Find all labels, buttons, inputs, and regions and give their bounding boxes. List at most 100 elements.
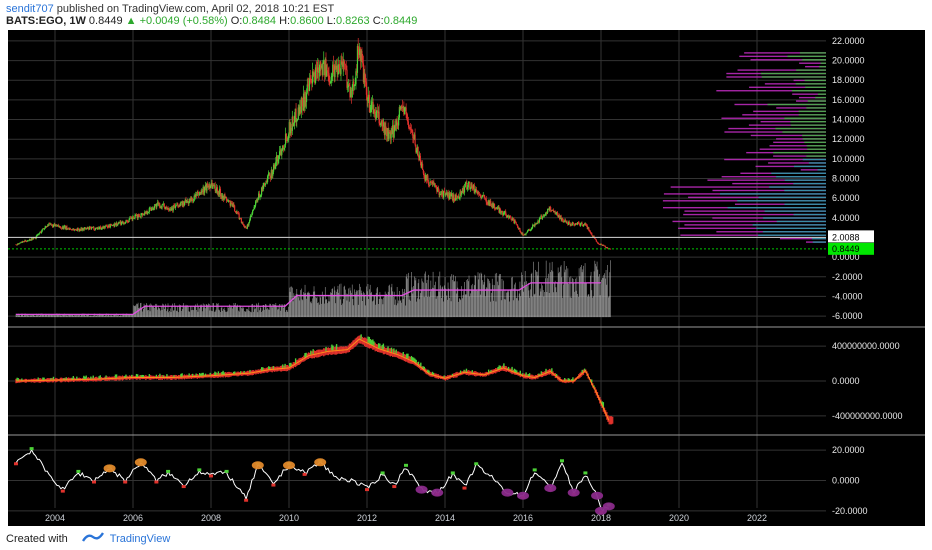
candle-body: [403, 107, 405, 115]
candle-body: [463, 187, 465, 193]
candle-body: [550, 206, 552, 211]
candle-body: [439, 194, 442, 195]
candle-body: [605, 247, 607, 248]
overbought-blob: [314, 458, 327, 467]
candle-body: [563, 221, 565, 223]
candle-body: [469, 181, 471, 189]
candle-body: [592, 235, 594, 237]
candle-body: [29, 239, 31, 241]
candle-body: [141, 213, 143, 214]
candle-body: [478, 194, 481, 195]
candle-body: [348, 84, 350, 86]
candle-body: [228, 200, 230, 202]
candle-body: [126, 221, 129, 223]
candle-body: [342, 61, 344, 67]
candle-body: [493, 203, 496, 209]
candle-body: [312, 71, 314, 76]
symbol-label: BATS:EGO, 1W: [6, 15, 86, 27]
candle-body: [421, 163, 424, 170]
candle-body: [305, 92, 308, 103]
candle-body: [17, 243, 19, 245]
candle-body: [436, 187, 439, 192]
candle-body: [497, 206, 499, 209]
candle-body: [59, 226, 61, 228]
volume-profile-bar: [760, 72, 826, 75]
candle-body: [186, 202, 188, 203]
candle-body: [450, 194, 452, 197]
candle-body: [419, 155, 421, 162]
candle-body: [606, 247, 608, 249]
price-axis-label: 20.0000: [832, 445, 865, 455]
candle-body: [118, 222, 120, 224]
candle-body: [557, 214, 559, 218]
candle-body: [192, 200, 195, 202]
volume-profile-bar: [742, 114, 826, 116]
volume-profile-bar: [764, 83, 826, 85]
candle-body: [434, 184, 436, 187]
last-price: 0.8449: [88, 15, 123, 27]
candle-body: [81, 227, 83, 231]
candle-body: [568, 221, 570, 224]
candle-body: [320, 65, 323, 68]
candle-body: [117, 224, 119, 226]
volume-profile-bar: [750, 134, 826, 137]
candle-body: [417, 146, 419, 156]
candle-body: [100, 228, 102, 230]
candle-body: [202, 186, 204, 192]
oscillator-peak-marker: [76, 469, 81, 473]
symbol-info-line: BATS:EGO, 1W 0.8449 ▲ +0.0049 (+0.58%) O…: [6, 15, 417, 27]
candle-body: [407, 119, 409, 122]
candle-body: [222, 196, 224, 199]
candle-body: [415, 144, 417, 153]
candle-body: [468, 181, 470, 183]
candle-body: [326, 70, 328, 76]
candle-body: [488, 200, 490, 206]
volume-profile-bar: [806, 155, 826, 157]
candle-body: [284, 144, 286, 148]
candle-body: [463, 187, 466, 193]
tradingview-link[interactable]: TradingView: [109, 532, 171, 545]
candle-body: [423, 173, 425, 178]
candle-body: [392, 125, 394, 134]
volume-profile-bar: [775, 127, 826, 130]
candle-body: [584, 223, 586, 225]
candle-body: [264, 183, 266, 186]
candle-body: [558, 215, 560, 218]
candle-body: [25, 241, 28, 243]
candle-body: [435, 186, 437, 188]
candle-body: [31, 238, 33, 240]
candle-body: [257, 199, 259, 201]
volume-profile-bar: [811, 237, 826, 240]
candle-body: [565, 220, 567, 222]
candle-body: [572, 221, 574, 224]
candle-body: [53, 224, 55, 226]
volume-profile-bar: [796, 69, 826, 71]
candle-body: [518, 228, 520, 230]
candle-body: [408, 125, 410, 127]
candle-body: [189, 198, 192, 201]
candle-body: [394, 124, 396, 131]
candle-body: [371, 102, 374, 104]
volume-profile-bar: [771, 172, 826, 174]
candle-body: [94, 229, 96, 231]
candle-body: [502, 211, 504, 215]
candle-body: [484, 196, 486, 199]
candle-body: [355, 71, 357, 85]
candle-body: [428, 185, 430, 187]
candle-body: [41, 229, 43, 232]
candle-body: [541, 216, 543, 219]
candle-body: [184, 199, 186, 203]
candle-body: [120, 221, 123, 225]
candle-body: [496, 207, 498, 209]
oversold-blob: [567, 488, 580, 497]
candle-body: [413, 138, 415, 140]
candle-body: [76, 228, 79, 231]
price-chart[interactable]: 2004 2006 2008 2010 2012 2014 2016 2018 2020 2022…: [8, 30, 925, 526]
candle-body: [548, 208, 550, 211]
volume-profile-bar: [807, 100, 826, 102]
candle-body: [263, 183, 265, 186]
candle-body: [165, 206, 168, 208]
candle-body: [205, 185, 207, 191]
candle-body: [474, 189, 476, 194]
author-link[interactable]: sendit707: [6, 3, 54, 15]
